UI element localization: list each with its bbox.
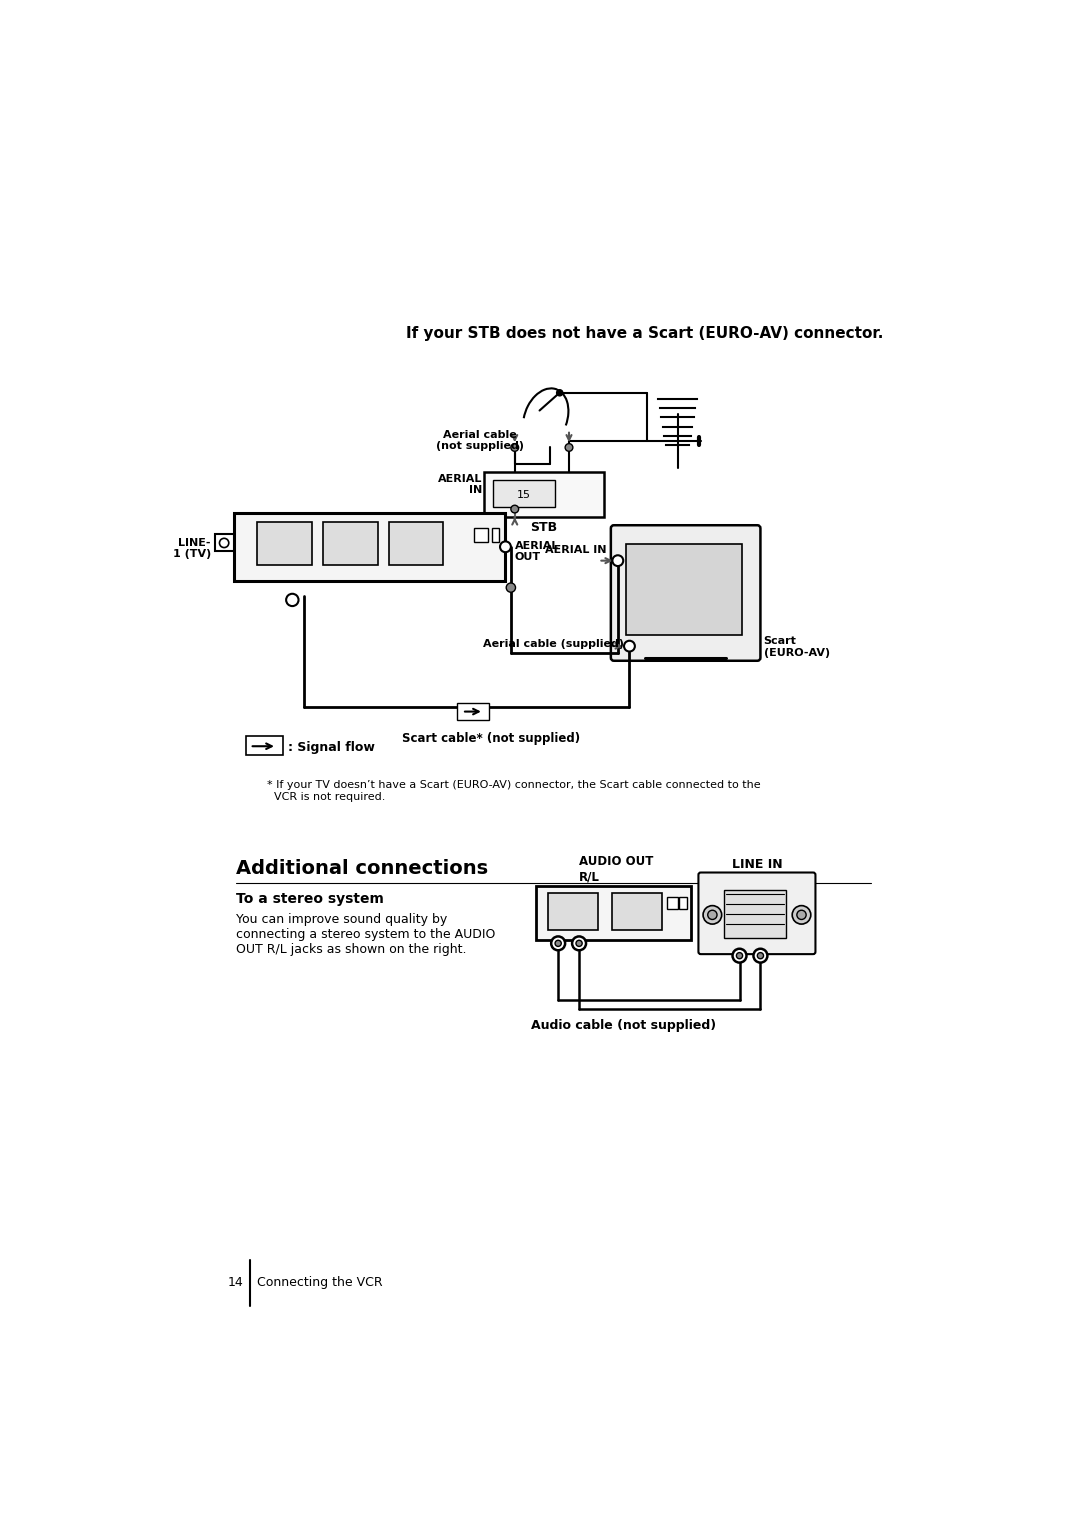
- Bar: [234, 513, 505, 581]
- Bar: [491, 529, 499, 542]
- Text: AUDIO OUT
R/L: AUDIO OUT R/L: [579, 856, 653, 883]
- Text: STB: STB: [530, 521, 557, 533]
- Circle shape: [757, 952, 764, 958]
- Text: Scart
(EURO-AV): Scart (EURO-AV): [764, 636, 829, 657]
- Circle shape: [551, 937, 565, 950]
- Circle shape: [707, 911, 717, 920]
- Circle shape: [737, 952, 743, 958]
- Circle shape: [511, 506, 518, 513]
- FancyBboxPatch shape: [699, 872, 815, 953]
- Bar: [679, 897, 687, 909]
- Circle shape: [703, 906, 721, 924]
- Bar: [323, 523, 378, 564]
- Bar: [389, 523, 444, 564]
- Circle shape: [754, 949, 768, 963]
- Circle shape: [556, 390, 563, 396]
- Circle shape: [500, 541, 511, 552]
- Bar: [494, 480, 555, 507]
- Circle shape: [793, 906, 811, 924]
- Circle shape: [732, 949, 746, 963]
- Text: You can improve sound quality by
connecting a stereo system to the AUDIO
OUT R/L: You can improve sound quality by connect…: [235, 914, 495, 957]
- Text: : Signal flow: : Signal flow: [288, 741, 376, 755]
- Text: Audio cable (not supplied): Audio cable (not supplied): [530, 1019, 716, 1031]
- Bar: [474, 529, 488, 542]
- Bar: [457, 703, 489, 720]
- Text: Additional connections: Additional connections: [235, 859, 488, 879]
- Circle shape: [572, 937, 586, 950]
- Text: Aerial cable (supplied): Aerial cable (supplied): [483, 639, 624, 649]
- Circle shape: [555, 940, 562, 946]
- Bar: [257, 523, 312, 564]
- Text: * If your TV doesn’t have a Scart (EURO-AV) connector, the Scart cable connected: * If your TV doesn’t have a Scart (EURO-…: [267, 781, 760, 802]
- Circle shape: [565, 443, 572, 451]
- Circle shape: [511, 443, 518, 451]
- Text: Scart cable* (not supplied): Scart cable* (not supplied): [403, 732, 581, 744]
- Text: LINE IN: LINE IN: [732, 857, 782, 871]
- Text: Connecting the VCR: Connecting the VCR: [257, 1276, 383, 1290]
- Circle shape: [612, 555, 623, 565]
- Bar: [666, 897, 677, 909]
- Bar: [611, 894, 662, 931]
- Text: 15: 15: [517, 490, 531, 500]
- Bar: [246, 736, 283, 755]
- Text: If your STB does not have a Scart (EURO-AV) connector.: If your STB does not have a Scart (EURO-…: [406, 325, 883, 341]
- Bar: [537, 886, 691, 940]
- FancyBboxPatch shape: [611, 526, 760, 660]
- Circle shape: [507, 584, 515, 593]
- Circle shape: [576, 940, 582, 946]
- Text: AERIAL IN: AERIAL IN: [544, 545, 606, 555]
- Text: Aerial cable
(not supplied): Aerial cable (not supplied): [436, 429, 524, 451]
- Circle shape: [797, 911, 806, 920]
- Bar: [724, 891, 786, 938]
- Circle shape: [219, 538, 229, 547]
- Text: 14: 14: [228, 1276, 243, 1290]
- Bar: [484, 472, 604, 516]
- Circle shape: [286, 594, 298, 607]
- Bar: [548, 894, 598, 931]
- Bar: [625, 544, 742, 634]
- Text: AERIAL
OUT: AERIAL OUT: [515, 541, 559, 562]
- Text: AERIAL
IN: AERIAL IN: [437, 474, 482, 495]
- Text: To a stereo system: To a stereo system: [235, 892, 383, 906]
- Bar: [215, 535, 234, 552]
- Circle shape: [624, 640, 635, 651]
- Text: LINE-
1 (TV): LINE- 1 (TV): [173, 538, 211, 559]
